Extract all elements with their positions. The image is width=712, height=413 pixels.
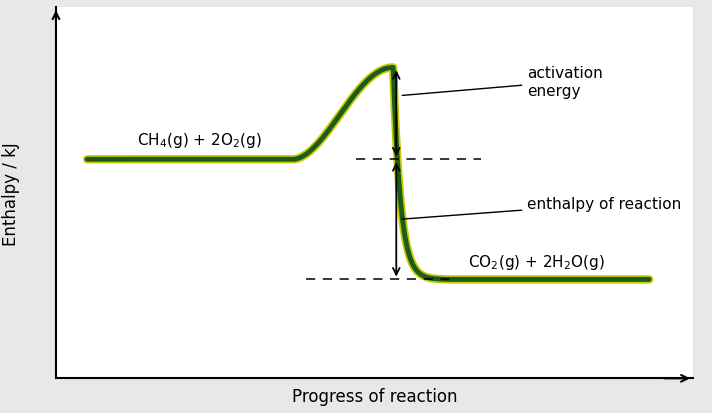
Text: activation
energy: activation energy (402, 66, 603, 98)
Text: CH$_4$(g) + 2O$_2$(g): CH$_4$(g) + 2O$_2$(g) (137, 131, 262, 150)
Text: Enthalpy / kJ: Enthalpy / kJ (2, 142, 21, 245)
Text: CO$_2$(g) + 2H$_2$O(g): CO$_2$(g) + 2H$_2$O(g) (468, 252, 605, 271)
X-axis label: Progress of reaction: Progress of reaction (292, 387, 457, 405)
Text: enthalpy of reaction: enthalpy of reaction (402, 197, 681, 220)
